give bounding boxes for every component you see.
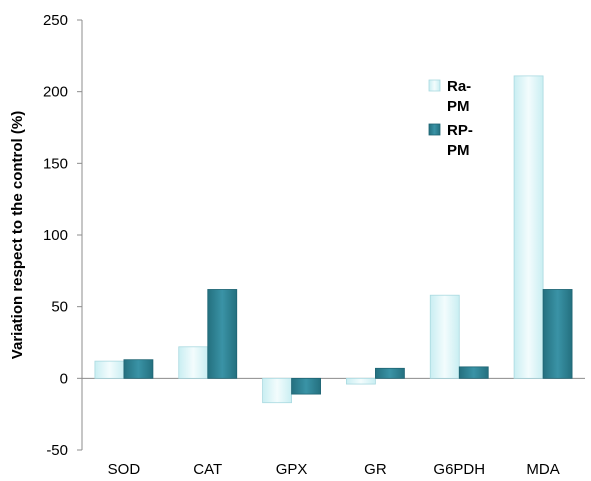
bar-ra-pm-g6pdh (429, 294, 460, 379)
bars (94, 75, 573, 404)
x-axis: SOD CAT GPX GR G6PDH MDA (82, 377, 585, 478)
bar-ra-pm-sod (94, 360, 125, 379)
bar-rp-pm-gr (375, 367, 405, 379)
y-tick-label: 100 (43, 227, 68, 244)
x-tick-label: MDA (526, 461, 559, 478)
bar-ra-pm-cat (178, 346, 209, 379)
y-tick-label: 250 (43, 12, 68, 29)
y-axis-label: Variation respect to the control (%) (9, 111, 26, 359)
y-tick-label: 50 (51, 299, 68, 316)
legend: Ra-PM RP-PM (428, 78, 473, 159)
bar-rp-pm-cat (207, 289, 238, 379)
x-tick-label: GPX (276, 461, 308, 478)
y-tick-label: 150 (43, 155, 68, 172)
bar-ra-pm-mda (513, 75, 544, 379)
legend-label-rp-pm: RP-PM (447, 122, 473, 159)
legend-swatch-ra-pm (428, 79, 441, 92)
bar-rp-pm-mda (542, 289, 573, 379)
legend-swatch-rp-pm (428, 123, 441, 136)
x-tick-label: GR (364, 461, 387, 478)
bar-ra-pm-gpx (262, 377, 292, 404)
bar-rp-pm-sod (123, 359, 154, 379)
y-tick-label: 200 (43, 84, 68, 101)
y-tick-label: 0 (60, 370, 68, 387)
bar-ra-pm-gr (346, 377, 376, 385)
x-tick-label: CAT (193, 461, 222, 478)
x-tick-label: G6PDH (433, 461, 485, 478)
y-tick-label: -50 (46, 442, 68, 459)
y-axis: -50 0 50 100 150 200 250 (43, 12, 83, 459)
bar-rp-pm-g6pdh (458, 366, 489, 379)
legend-label-ra-pm: Ra-PM (447, 78, 471, 115)
x-tick-label: SOD (108, 461, 141, 478)
bar-rp-pm-gpx (291, 377, 321, 395)
